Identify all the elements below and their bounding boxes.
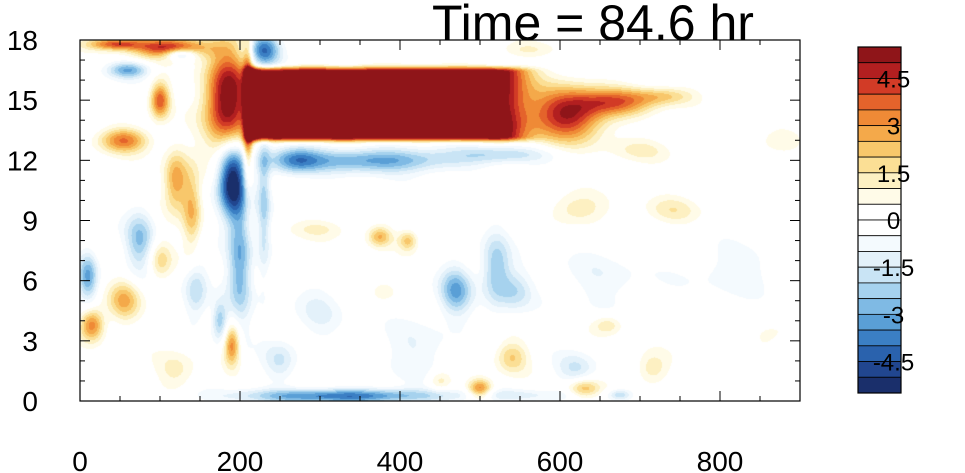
y-tick-label: 12 xyxy=(7,145,38,176)
y-tick-label: 6 xyxy=(22,266,38,297)
colorbar-swatch xyxy=(857,188,902,205)
x-tick-label: 600 xyxy=(537,446,584,473)
colorbar-swatch xyxy=(857,376,902,394)
colorbar-swatch xyxy=(857,235,902,252)
y-tick-label: 9 xyxy=(22,206,38,237)
x-tick-label: 800 xyxy=(697,446,744,473)
colorbar-tick-label: 0 xyxy=(887,208,900,235)
x-tick-label: 200 xyxy=(217,446,264,473)
colorbar-frame xyxy=(857,46,902,394)
colorbar-swatch xyxy=(857,46,902,64)
y-tick-label: 15 xyxy=(7,85,38,116)
colorbar-swatch xyxy=(857,282,902,300)
y-tick-label: 18 xyxy=(7,25,38,56)
colorbar-tick-label: 3 xyxy=(887,114,900,141)
colorbar: 4.5 3 1.5 0 -1.5 -3 -4.5 xyxy=(857,46,914,394)
x-tick-label: 400 xyxy=(377,446,424,473)
x-tick-label: 0 xyxy=(72,446,88,473)
colorbar-tick-label: 1.5 xyxy=(877,161,910,188)
colorbar-tick-label: -3 xyxy=(883,302,904,329)
y-tick-label: 0 xyxy=(22,386,38,417)
plot-area xyxy=(79,39,801,402)
x-axis: 0 200 400 600 800 xyxy=(72,40,801,473)
y-tick-label: 3 xyxy=(22,326,38,357)
contour-field xyxy=(80,40,800,401)
colorbar-swatch xyxy=(857,93,902,111)
colorbar-swatch xyxy=(857,140,902,158)
colorbar-tick-label: -4.5 xyxy=(873,350,914,377)
chart-title: Time = 84.6 hr xyxy=(432,0,754,51)
colorbar-tick-label: 4.5 xyxy=(877,66,910,93)
colorbar-tick-label: -1.5 xyxy=(873,255,914,282)
y-axis: 0 3 6 9 12 15 18 xyxy=(7,25,800,417)
colorbar-swatch xyxy=(857,329,902,347)
